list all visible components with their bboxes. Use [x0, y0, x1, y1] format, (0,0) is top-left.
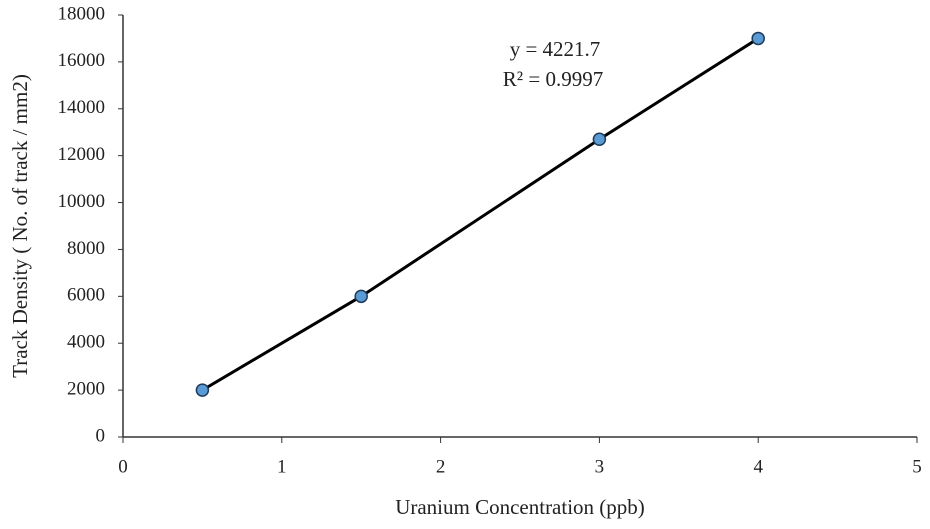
y-tick-label: 14000: [58, 97, 106, 118]
x-tick-label: 0: [118, 456, 128, 477]
x-axis-title: Uranium Concentration (ppb): [395, 495, 645, 519]
y-tick-label: 4000: [67, 332, 105, 353]
x-tick-label: 2: [436, 456, 446, 477]
x-tick-label: 3: [595, 456, 605, 477]
y-tick-label: 8000: [67, 238, 105, 259]
data-point: [592, 132, 607, 147]
y-tick-label: 6000: [67, 285, 105, 306]
y-tick-label: 10000: [58, 191, 106, 212]
x-tick-label: 1: [277, 456, 287, 477]
y-tick-label: 18000: [58, 3, 106, 24]
data-point: [751, 31, 765, 46]
y-tick-label: 12000: [58, 144, 106, 165]
data-point: [195, 383, 210, 397]
r-squared: R² = 0.9997: [503, 67, 603, 91]
data-point: [354, 289, 368, 304]
equation: y = 4221.7: [510, 37, 601, 61]
trend-line: [201, 37, 760, 392]
x-tick-label: 4: [753, 456, 763, 477]
x-tick-label: 5: [912, 456, 922, 477]
y-tick-label: 16000: [58, 50, 106, 71]
y-tick-label: 2000: [67, 378, 105, 399]
y-tick-label: 0: [96, 425, 106, 446]
y-axis-title: Track Density ( No. of track / mm2): [8, 74, 32, 378]
